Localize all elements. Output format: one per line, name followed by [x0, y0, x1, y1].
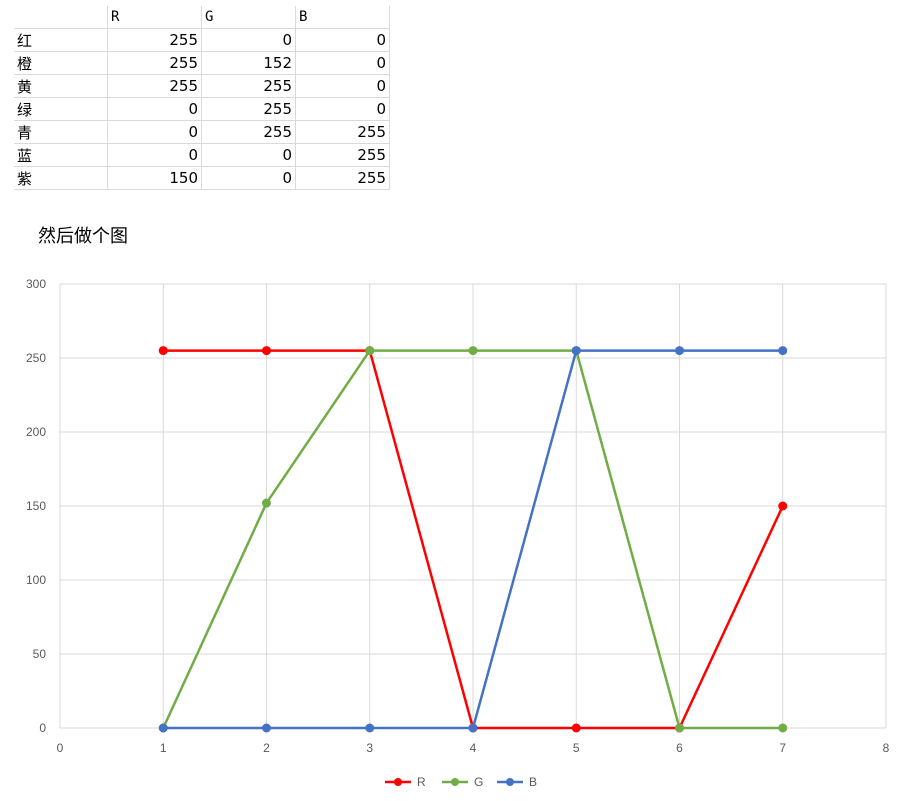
legend-marker-b [506, 778, 514, 786]
data-point-r [158, 346, 168, 356]
row-label-cell[interactable]: 蓝 [14, 143, 108, 167]
header-cell[interactable] [14, 6, 108, 29]
row-label-cell[interactable]: 绿 [14, 97, 108, 121]
r-value-cell[interactable]: 255 [107, 51, 202, 75]
legend-marker-g [451, 778, 459, 786]
b-value-cell[interactable]: 0 [295, 74, 390, 98]
legend-label-r: R [417, 775, 426, 789]
x-tick-label: 4 [470, 741, 477, 755]
g-value-cell[interactable]: 0 [201, 143, 296, 167]
g-value-cell[interactable]: 255 [201, 74, 296, 98]
g-value-cell[interactable]: 255 [201, 97, 296, 121]
data-point-g [675, 723, 684, 733]
row-label-cell[interactable]: 紫 [14, 166, 108, 190]
data-point-g [468, 346, 478, 356]
table-row: 青 0 255 255 [14, 120, 390, 144]
data-point-g [365, 346, 375, 356]
x-tick-label: 5 [573, 741, 580, 755]
x-tick-label: 6 [676, 741, 683, 755]
b-value-cell[interactable]: 0 [295, 97, 390, 121]
data-point-b [158, 723, 168, 733]
data-point-b [571, 346, 581, 356]
x-tick-label: 7 [779, 741, 786, 755]
data-point-r [571, 723, 581, 733]
header-cell-b[interactable]: B [295, 6, 390, 29]
header-cell-g[interactable]: G [201, 6, 296, 29]
b-value-cell[interactable]: 255 [295, 120, 390, 144]
g-value-cell[interactable]: 255 [201, 120, 296, 144]
data-point-b [262, 723, 271, 733]
r-value-cell[interactable]: 150 [107, 166, 202, 190]
r-value-cell[interactable]: 0 [107, 143, 202, 167]
legend-marker-r [394, 778, 402, 786]
b-value-cell[interactable]: 0 [295, 28, 390, 52]
x-tick-label: 0 [57, 741, 64, 755]
caption-text: 然后做个图 [38, 226, 128, 247]
table-row: 橙 255 152 0 [14, 51, 390, 75]
b-value-cell[interactable]: 255 [295, 143, 390, 167]
g-value-cell[interactable]: 0 [201, 28, 296, 52]
y-tick-label: 0 [39, 721, 46, 735]
spreadsheet-table: R G B 红 255 0 0 橙 255 152 0 黄 255 255 0 … [14, 6, 390, 190]
header-row: R G B [14, 6, 390, 29]
y-tick-label: 300 [26, 277, 46, 291]
data-point-g [778, 723, 788, 733]
y-tick-label: 100 [26, 573, 46, 587]
row-label-cell[interactable]: 红 [14, 28, 108, 52]
header-cell-r[interactable]: R [107, 6, 202, 29]
b-value-cell[interactable]: 255 [295, 166, 390, 190]
data-point-b [778, 346, 788, 356]
y-tick-label: 150 [26, 499, 46, 513]
r-value-cell[interactable]: 0 [107, 120, 202, 144]
r-value-cell[interactable]: 0 [107, 97, 202, 121]
y-tick-label: 250 [26, 351, 46, 365]
table-row: 红 255 0 0 [14, 28, 390, 52]
b-value-cell[interactable]: 0 [295, 51, 390, 75]
y-tick-label: 200 [26, 425, 46, 439]
r-value-cell[interactable]: 255 [107, 28, 202, 52]
line-chart: 0 50 100 150 200 250 300 0 1 2 3 4 5 6 7 8 R G B [26, 277, 890, 789]
legend-label-b: B [529, 775, 537, 789]
data-point-b [365, 723, 375, 733]
table-row: 黄 255 255 0 [14, 74, 390, 98]
x-tick-label: 1 [160, 741, 167, 755]
y-tick-label: 50 [33, 647, 47, 661]
x-tick-label: 2 [263, 741, 270, 755]
data-point-b [468, 723, 478, 733]
row-label-cell[interactable]: 青 [14, 120, 108, 144]
legend-label-g: G [474, 775, 483, 789]
data-point-r [262, 346, 271, 356]
table-row: 蓝 0 0 255 [14, 143, 390, 167]
g-value-cell[interactable]: 152 [201, 51, 296, 75]
g-value-cell[interactable]: 0 [201, 166, 296, 190]
table-row: 紫 150 0 255 [14, 166, 390, 190]
data-point-b [675, 346, 684, 356]
row-label-cell[interactable]: 黄 [14, 74, 108, 98]
r-value-cell[interactable]: 255 [107, 74, 202, 98]
row-label-cell[interactable]: 橙 [14, 51, 108, 75]
x-tick-label: 3 [366, 741, 373, 755]
data-point-g [262, 498, 271, 508]
x-tick-label: 8 [883, 741, 890, 755]
table-row: 绿 0 255 0 [14, 97, 390, 121]
data-point-r [778, 501, 788, 511]
